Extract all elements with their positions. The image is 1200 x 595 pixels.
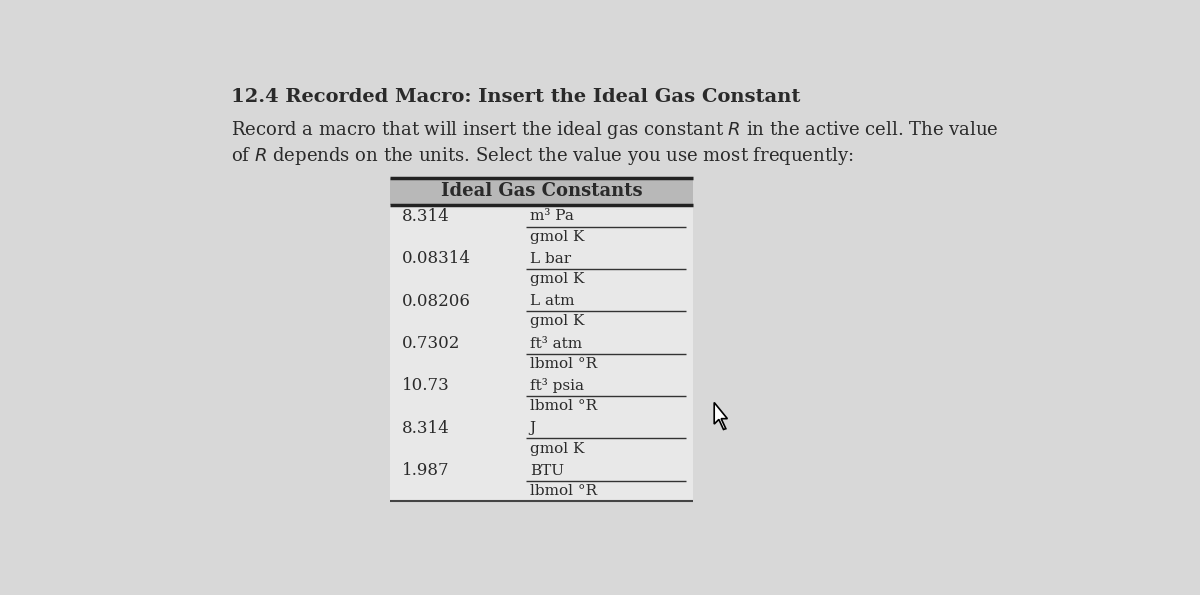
Text: 1.987: 1.987	[402, 462, 450, 479]
Text: gmol K: gmol K	[529, 315, 584, 328]
Text: of $\it{R}$ depends on the units. Select the value you use most frequently:: of $\it{R}$ depends on the units. Select…	[232, 145, 854, 167]
Text: 0.7302: 0.7302	[402, 335, 461, 352]
Text: m³ Pa: m³ Pa	[529, 209, 574, 224]
Bar	[390, 178, 692, 205]
Text: lbmol °R: lbmol °R	[529, 399, 596, 413]
Text: L bar: L bar	[529, 252, 571, 266]
Text: Ideal Gas Constants: Ideal Gas Constants	[440, 182, 642, 200]
Text: gmol K: gmol K	[529, 230, 584, 244]
Text: Record a macro that will insert the ideal gas constant $\it{R}$ in the active ce: Record a macro that will insert the idea…	[232, 119, 998, 141]
Text: 8.314: 8.314	[402, 208, 450, 225]
Text: L atm: L atm	[529, 294, 575, 308]
Text: lbmol °R: lbmol °R	[529, 357, 596, 371]
Text: lbmol °R: lbmol °R	[529, 484, 596, 498]
Text: BTU: BTU	[529, 464, 564, 478]
Text: 10.73: 10.73	[402, 377, 450, 394]
Text: gmol K: gmol K	[529, 441, 584, 456]
Text: 8.314: 8.314	[402, 419, 450, 437]
Text: ft³ atm: ft³ atm	[529, 337, 582, 350]
Polygon shape	[714, 402, 727, 430]
Text: J: J	[529, 421, 536, 435]
Text: gmol K: gmol K	[529, 272, 584, 286]
Text: 0.08206: 0.08206	[402, 293, 470, 309]
Text: 0.08314: 0.08314	[402, 250, 470, 267]
Text: ft³ psia: ft³ psia	[529, 378, 583, 393]
Text: 12.4 Recorded Macro: Insert the Ideal Gas Constant: 12.4 Recorded Macro: Insert the Ideal Ga…	[232, 88, 800, 107]
